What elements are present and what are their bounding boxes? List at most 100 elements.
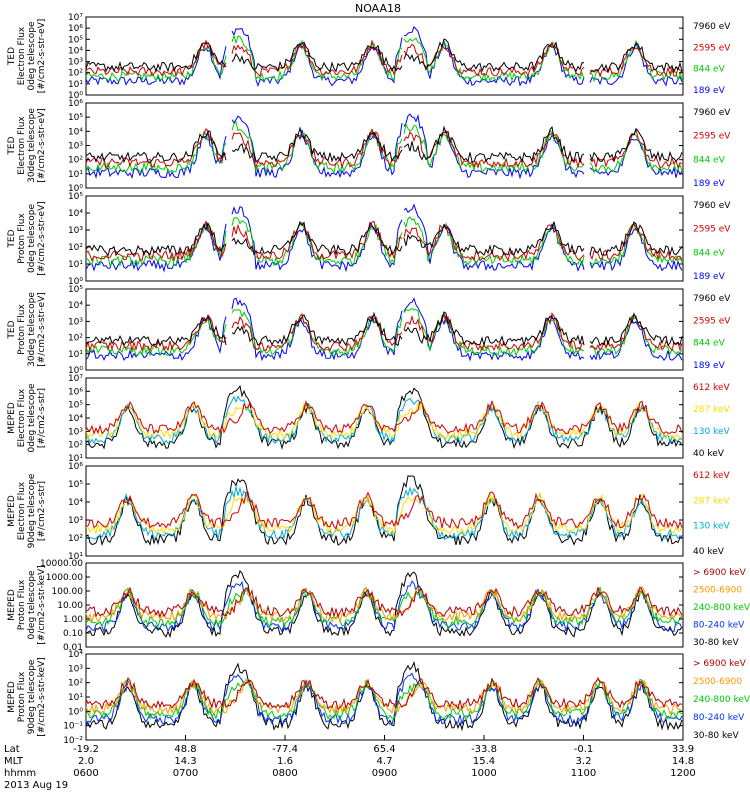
legend-entry: 40 keV <box>693 449 725 459</box>
legend-entry: 40 keV <box>693 547 725 557</box>
y-tick-label: 10⁶ <box>68 99 83 109</box>
legend-entry: 844 eV <box>693 248 726 258</box>
y-axis-title-line: Electron Flux <box>17 388 27 447</box>
y-axis-title-line: Electron Flux <box>17 481 27 540</box>
panel-frame <box>85 653 684 741</box>
y-tick-label: 10⁴ <box>68 209 83 219</box>
y-axis-title-line: 0deg telescope <box>27 21 37 91</box>
legend-entry: 2595 eV <box>693 225 731 235</box>
panel-frame <box>85 195 684 282</box>
y-tick-label: 10¹ <box>68 693 83 703</box>
legend-entry: 844 eV <box>693 155 726 165</box>
y-axis-title-line: Electron Flux <box>17 26 27 85</box>
series-line-2500-6900 <box>85 585 683 624</box>
panel-frame <box>85 16 684 96</box>
series-line-287-kev <box>85 492 683 537</box>
x-axis-row-label: MLT <box>4 756 24 767</box>
y-axis-title-line: [#/cm2-s-str] <box>37 481 47 541</box>
series-line--6900-kev <box>85 676 683 711</box>
legend-entry: 240-800 keV <box>693 695 750 705</box>
y-tick-label: 10² <box>68 334 83 344</box>
legend-entry: 189 eV <box>693 86 726 96</box>
x-tick-lat: -33.8 <box>471 744 497 755</box>
legend-entry: > 6900 keV <box>693 659 747 669</box>
y-tick-label: 10³ <box>68 664 83 674</box>
y-tick-label: 10³ <box>68 317 83 327</box>
x-tick-hhmm: 1100 <box>571 768 596 779</box>
y-tick-label: 10¹ <box>68 260 83 270</box>
x-tick-hhmm: 0800 <box>272 768 297 779</box>
y-tick-label: 10⁻² <box>63 736 83 746</box>
legend-entry: 189 eV <box>693 361 726 371</box>
y-tick-label: 1000.00 <box>46 573 83 583</box>
x-tick-lat: 65.4 <box>373 744 395 755</box>
panel-frame <box>85 377 684 459</box>
y-axis-title-line: [#/cm2-s-str-eV] <box>37 292 47 367</box>
y-axis-title-line: MEPED <box>7 681 17 713</box>
y-axis-title-line: [#/cm2-s-str] <box>37 388 47 448</box>
y-tick-label: 10³ <box>68 516 83 526</box>
y-axis-title-line: TED <box>7 47 17 66</box>
y-tick-label: 10⁵ <box>68 480 83 490</box>
legend-entry: 2500-6900 <box>693 677 742 687</box>
x-tick-mlt: 15.4 <box>473 756 495 767</box>
y-tick-label: 10⁴ <box>68 414 83 424</box>
series-line--6900-kev <box>85 586 683 619</box>
series-line-844-ev <box>85 216 683 268</box>
y-tick-label: 10³ <box>68 427 83 437</box>
y-tick-label: 10² <box>68 156 83 166</box>
y-tick-label: 10¹ <box>68 552 83 562</box>
series-line-240-800-kev <box>85 678 683 721</box>
y-tick-label: 10⁶ <box>68 462 83 472</box>
y-tick-label: 10⁵ <box>68 285 83 295</box>
series-line-40-kev <box>85 384 683 451</box>
x-tick-hhmm: 0900 <box>372 768 397 779</box>
panel-8: 10⁻² 10⁻¹ 10⁰ 10¹ 10² 10³ 10⁴ MEPED Proton Flux 9… <box>7 650 750 746</box>
y-tick-label: 10³ <box>68 142 83 152</box>
x-tick-lat: -19.2 <box>73 744 99 755</box>
y-axis-title-line: [#/cm2-s-str-keV] <box>37 657 47 736</box>
legend-entry: 287 keV <box>693 405 730 415</box>
y-axis-title-line: 90deg telescope <box>27 659 37 734</box>
legend-entry: 30-80 keV <box>693 731 739 741</box>
y-axis-title-line: TED <box>7 229 17 248</box>
y-axis-title-line: 90deg telescope <box>27 473 37 548</box>
legend-entry: 240-800 keV <box>693 603 750 613</box>
panel-7: 0.01 0.10 1.00 10.00 100.00 1000.00 10000.00 ME… <box>7 559 750 653</box>
y-tick-label: 10⁴ <box>68 46 83 56</box>
x-tick-lat: -0.1 <box>574 744 594 755</box>
x-tick-hhmm: 0600 <box>73 768 98 779</box>
y-tick-label: 10² <box>68 69 83 79</box>
panel-frame <box>85 465 684 557</box>
x-tick-mlt: 14.8 <box>672 756 694 767</box>
legend-entry: 80-240 keV <box>693 713 745 723</box>
y-tick-label: 10⁰ <box>68 366 83 376</box>
series-line-7960-ev <box>85 38 683 74</box>
y-tick-label: 10⁰ <box>68 707 83 717</box>
y-tick-label: 10⁰ <box>68 184 83 194</box>
legend-entry: 30-80 keV <box>693 638 739 648</box>
legend-entry: 130 keV <box>693 522 730 532</box>
legend-entry: 612 keV <box>693 471 730 481</box>
panel-5: 10¹ 10² 10³ 10⁴ 10⁵ 10⁶ 10⁷ MEPED Electron Flux 0… <box>7 374 730 464</box>
legend-entry: 844 eV <box>693 65 726 75</box>
series-line-189-ev <box>85 297 683 362</box>
legend-entry: 130 keV <box>693 427 730 437</box>
legend-entry: 7960 eV <box>693 201 731 211</box>
panel-6: 10¹ 10² 10³ 10⁴ 10⁵ 10⁶ MEPED Electron Flux 90de… <box>7 462 730 562</box>
series-line-240-800-kev <box>85 585 683 628</box>
chart-title: NOAA18 <box>355 2 401 15</box>
x-tick-mlt: 1.6 <box>277 756 293 767</box>
y-tick-label: 10⁴ <box>68 127 83 137</box>
legend-entry: 7960 eV <box>693 108 731 118</box>
y-tick-label: 10.00 <box>57 601 83 611</box>
legend-entry: 2500-6900 <box>693 586 742 596</box>
y-tick-label: 10² <box>68 679 83 689</box>
series-line-844-ev <box>85 34 683 83</box>
y-tick-label: 10⁵ <box>68 401 83 411</box>
y-tick-label: 10³ <box>68 58 83 68</box>
y-tick-label: 10² <box>68 243 83 253</box>
panel-3: 10⁰ 10¹ 10² 10³ 10⁴ 10⁵ TED Proton Flux 0deg tel… <box>7 192 731 287</box>
y-axis-title-line: Proton Flux <box>17 304 27 355</box>
